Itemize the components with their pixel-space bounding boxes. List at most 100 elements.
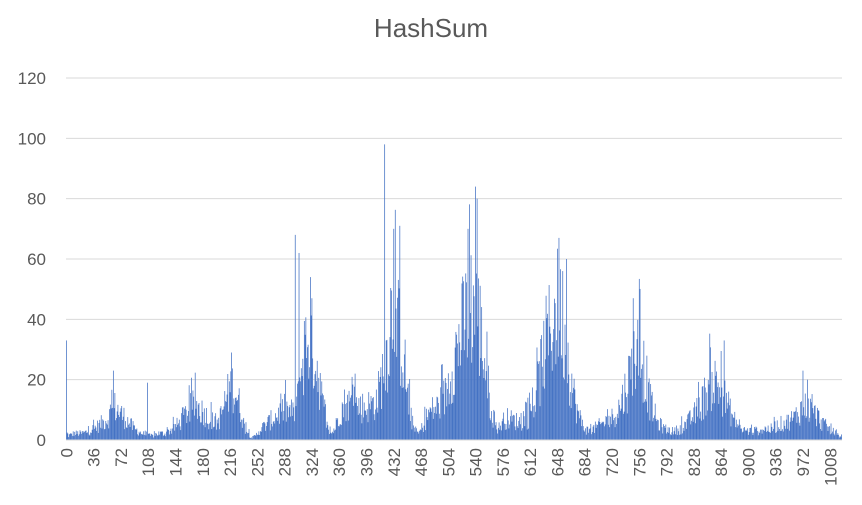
bar [669,427,670,440]
bar [200,422,201,440]
bar [175,427,177,440]
bar [215,413,217,440]
bar [582,426,584,440]
bar [193,396,195,440]
bar [259,434,261,440]
bar [538,363,539,440]
bar [768,431,770,440]
bar [350,395,352,440]
bar [419,430,420,440]
bar [791,411,792,440]
bar [482,360,483,440]
bar [353,386,355,440]
bar [349,401,351,440]
bar [391,290,392,440]
bar [717,382,719,440]
bar [543,320,545,440]
bar [820,428,821,440]
bar [342,404,344,440]
x-tick-label: 468 [412,448,431,476]
bar [420,430,422,440]
bar [166,427,168,440]
bar [372,398,373,440]
bar [347,394,348,440]
bar [778,427,780,440]
bar [620,408,622,440]
bar [720,350,722,440]
bar [651,395,652,440]
bar [457,366,459,440]
bar [387,392,389,440]
bar [395,308,397,440]
bar [485,380,486,440]
bar [398,288,400,440]
bar [597,424,598,440]
bar [654,403,656,440]
bar [369,403,370,440]
bar [739,424,741,440]
bar [581,426,583,440]
bar [313,388,314,440]
bar [547,313,548,440]
bar [630,379,632,440]
bar [586,426,588,440]
bar [507,420,509,440]
bar [647,412,649,440]
bar [103,420,104,440]
bar [746,430,748,440]
bar [330,432,332,440]
gridlines [66,77,842,441]
bar [445,382,447,440]
bar [665,424,667,440]
bar [145,435,147,440]
bar [397,297,398,440]
bar [488,365,489,440]
bar [632,298,634,440]
bar [81,433,82,440]
bar [735,427,736,440]
bar [491,411,492,440]
bar [560,355,562,440]
bar [152,435,154,440]
bar [321,381,323,440]
bar [539,406,541,440]
bar [514,426,516,440]
bar [707,410,708,440]
bar [282,420,284,440]
bar [407,383,409,440]
bar [206,407,207,440]
bar [674,427,676,440]
bar [172,428,173,440]
bar [184,406,186,440]
bar [297,383,298,440]
bar [756,427,758,440]
bar [729,398,731,440]
bar [505,424,507,440]
bar [413,425,414,440]
bar [130,418,132,440]
bar [218,417,220,440]
bar [719,387,720,440]
bar [297,381,299,440]
bar [83,431,85,440]
bar [525,401,526,440]
bar [319,409,320,440]
bar [651,391,653,440]
bar [469,312,471,440]
bar [366,409,368,440]
bar [129,426,131,440]
bar [372,397,374,440]
bar [280,393,282,440]
bar [192,390,194,440]
bar [425,430,426,440]
bar [595,427,597,440]
bar [783,420,785,440]
bar [741,432,743,440]
bar [304,334,306,440]
bar [155,432,157,440]
bar [601,421,603,440]
bar [813,413,814,440]
bar [384,144,386,440]
bar [406,391,408,440]
bar [299,377,301,440]
